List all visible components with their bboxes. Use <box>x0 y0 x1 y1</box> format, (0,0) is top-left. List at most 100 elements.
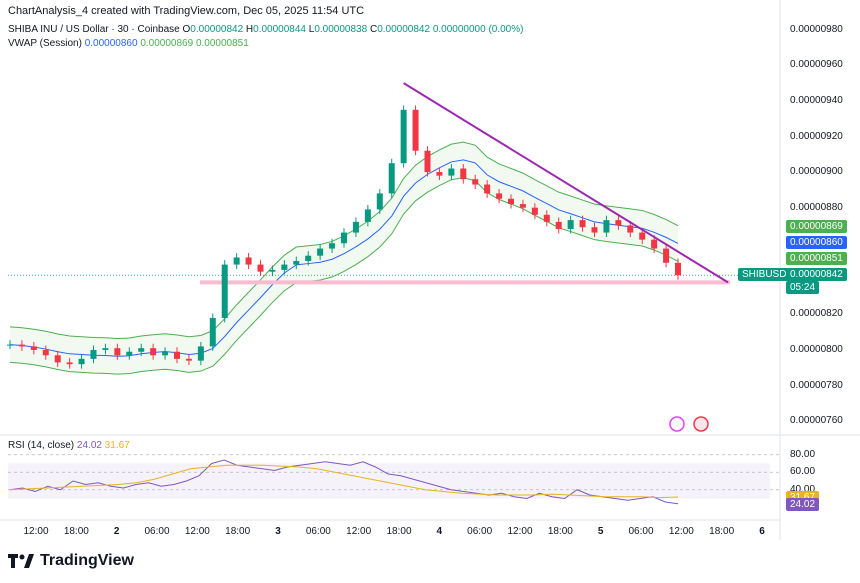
vwap-value: 0.00000860 <box>84 38 138 49</box>
price-tick-label: 0.00000760 <box>790 415 843 427</box>
candle-body <box>329 243 336 249</box>
candle-body <box>388 163 395 194</box>
rsi-label: RSI (14, close) <box>8 440 75 451</box>
candle-body <box>543 214 550 222</box>
time-tick-label: 06:00 <box>305 526 331 537</box>
price-tag: 0.00000869 <box>786 220 847 234</box>
symbol-tag: SHIBUSD <box>738 268 791 282</box>
candle-body <box>317 248 324 256</box>
change-value: 0.00000000 (0.00%) <box>432 24 524 35</box>
time-tick-label: 18:00 <box>225 526 251 537</box>
lightning-icon <box>669 416 685 432</box>
vwap-label: VWAP (Session) <box>8 38 82 49</box>
candle-body <box>484 184 491 194</box>
low-value: 0.00000838 <box>314 24 368 35</box>
candle-body <box>341 232 347 244</box>
candle-body <box>162 351 169 356</box>
close-value: 0.00000842 <box>377 24 431 35</box>
candle-body <box>448 168 455 176</box>
candle-body <box>663 248 670 263</box>
candle-body <box>18 344 25 347</box>
candle-body <box>245 257 252 265</box>
candle-body <box>102 348 109 350</box>
time-tick-label: 06:00 <box>144 526 170 537</box>
time-tick-label: 06:00 <box>467 526 493 537</box>
candle-body <box>675 262 681 276</box>
candle-body <box>257 264 264 272</box>
candle-body <box>90 349 97 359</box>
candle-body <box>138 348 145 352</box>
rsi-tag: 24.02 <box>786 497 820 511</box>
candle-body <box>78 358 85 365</box>
bar-countdown: 05:24 <box>786 281 820 295</box>
rsi-tick-label: 60.00 <box>790 466 816 478</box>
flag-icon <box>693 416 709 432</box>
time-tick-label: 18:00 <box>547 526 573 537</box>
candle-body <box>412 109 419 151</box>
candle-body <box>54 355 61 363</box>
price-tag: 0.00000842 <box>786 268 847 282</box>
candle-body <box>30 346 37 350</box>
candle-body <box>615 220 622 226</box>
candle-body <box>519 204 526 208</box>
price-tick-label: 0.00000800 <box>790 343 843 355</box>
candle-body <box>305 255 312 262</box>
candle-body <box>627 225 634 233</box>
price-tag: 0.00000860 <box>786 236 847 250</box>
time-tick-label: 18:00 <box>709 526 735 537</box>
candle-body <box>424 150 431 173</box>
time-tick-label: 06:00 <box>628 526 654 537</box>
candle-body <box>114 348 121 356</box>
price-tick-label: 0.00000780 <box>790 379 843 391</box>
price-tick-label: 0.00000900 <box>790 166 843 178</box>
candle-body <box>579 220 586 228</box>
rsi-legend: RSI (14, close) 24.02 31.67 <box>8 440 130 451</box>
candle-body <box>508 198 514 205</box>
candle-body <box>651 239 658 249</box>
candle-body <box>233 257 240 265</box>
time-tick-label: 18:00 <box>63 526 89 537</box>
rsi-band <box>8 463 770 499</box>
open-label: O <box>182 24 191 35</box>
candle-body <box>531 207 538 215</box>
candle-body <box>197 346 204 361</box>
vwap-band-fill <box>10 142 678 375</box>
time-tick-label: 12:00 <box>23 526 49 537</box>
price-tick-label: 0.00000920 <box>790 130 843 142</box>
time-tick-label: 6 <box>759 526 765 537</box>
rsi-tick-label: 80.00 <box>790 448 816 460</box>
candle-body <box>400 109 407 164</box>
candle-body <box>639 232 646 240</box>
vwap-lower-value: 0.00000851 <box>195 38 249 49</box>
support-zone <box>200 280 730 285</box>
candle-body <box>7 344 13 346</box>
rsi-tick-label: 40.00 <box>790 483 816 495</box>
candle-body <box>567 220 574 230</box>
candle-body <box>376 193 383 210</box>
time-tick-label: 12:00 <box>184 526 210 537</box>
candle-body <box>42 349 49 356</box>
rsi-ma-line <box>9 464 679 499</box>
rsi-ma-value: 31.67 <box>104 440 130 451</box>
candle-body <box>460 168 467 180</box>
candle-body <box>496 193 503 199</box>
time-tick-label: 12:00 <box>346 526 372 537</box>
high-value: 0.00000844 <box>253 24 306 35</box>
candle-body <box>281 264 288 270</box>
candle-body <box>472 179 479 185</box>
candle-body <box>150 348 157 356</box>
descending-trendline <box>403 82 729 284</box>
candle-body <box>591 227 598 233</box>
time-tick-label: 12:00 <box>668 526 694 537</box>
candle-body <box>174 351 180 359</box>
candle-body <box>221 264 228 318</box>
vwap-line <box>9 159 679 357</box>
tradingview-logo: TradingView <box>8 552 134 570</box>
price-tick-label: 0.00000980 <box>790 23 843 35</box>
open-value: 0.00000842 <box>190 24 244 35</box>
price-tick-label: 0.00000960 <box>790 59 843 71</box>
price-tick-label: 0.00000940 <box>790 94 843 106</box>
time-tick-label: 2 <box>113 526 120 537</box>
time-tick-label: 18:00 <box>386 526 412 537</box>
